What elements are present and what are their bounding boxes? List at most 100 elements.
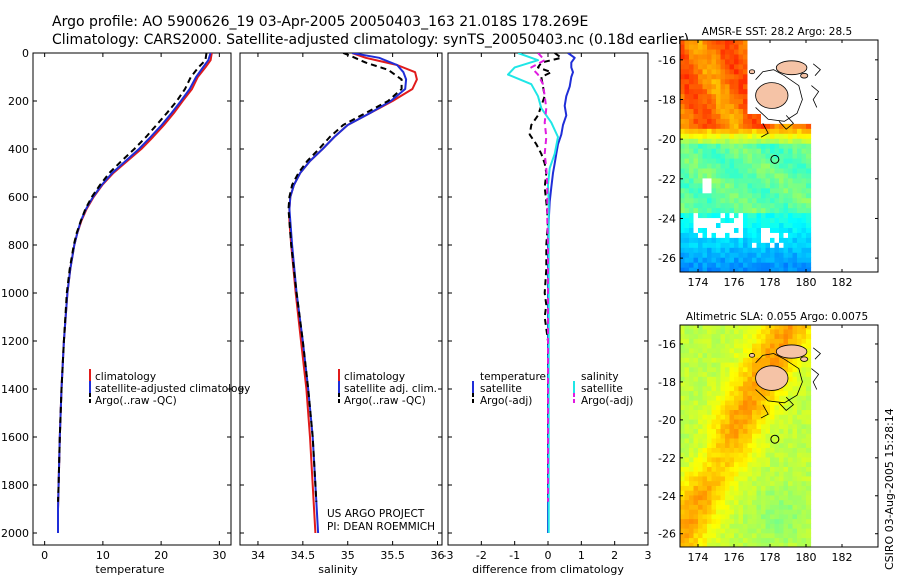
map-cell [752, 362, 758, 368]
map-cell [806, 88, 812, 95]
map-cell [689, 380, 695, 387]
map-cell [716, 207, 722, 214]
map-cell [693, 328, 699, 335]
map-cell [743, 494, 749, 501]
map-cell [693, 471, 699, 477]
map-cell [702, 167, 708, 174]
map-cell [734, 343, 740, 349]
map-cell [792, 485, 798, 491]
map-cell [770, 217, 776, 224]
map-cell [693, 48, 699, 55]
map-cell [743, 456, 749, 463]
map-cell [761, 423, 767, 430]
map-cell [707, 456, 713, 463]
lon-tick-label: 176 [724, 276, 745, 289]
map-cell [747, 423, 753, 430]
sst-map-float-marker [770, 154, 780, 164]
map-cell [797, 494, 803, 501]
map-cell [806, 227, 812, 233]
map-cell [788, 390, 794, 396]
map-cell [725, 485, 731, 491]
map-cell [761, 404, 767, 411]
map-cell [707, 187, 713, 194]
map-cell [801, 197, 807, 204]
map-cell [698, 53, 704, 60]
map-cell [756, 207, 762, 214]
map-cell [693, 347, 699, 354]
map-cell [693, 227, 699, 233]
map-cell [765, 513, 771, 520]
map-cell [747, 362, 753, 368]
map-cell [684, 53, 690, 60]
map-cell [689, 447, 695, 453]
map-cell [702, 338, 708, 344]
map-cell [747, 518, 753, 524]
map-cell [774, 108, 780, 114]
map-cell [801, 475, 807, 482]
map-cell [747, 48, 753, 55]
map-cell [770, 247, 776, 253]
map-cell [711, 217, 717, 224]
map-cell [702, 222, 708, 228]
map-cell [738, 509, 744, 515]
map-cell [801, 267, 807, 272]
map-cell [783, 542, 789, 547]
map-cell [797, 456, 803, 463]
map-cell [698, 404, 704, 411]
map-cell [725, 494, 731, 501]
map-cell [779, 212, 785, 219]
map-cell [702, 376, 708, 382]
map-cell [689, 212, 695, 219]
map-cell [761, 237, 767, 243]
map-cell [734, 452, 740, 458]
map-cell [689, 518, 695, 524]
map-cell [720, 123, 726, 129]
map-cell [729, 475, 735, 482]
map-cell [783, 390, 789, 396]
map-cell [684, 212, 690, 219]
map-cell [792, 456, 798, 463]
map-cell [725, 257, 731, 263]
map-cell [720, 187, 726, 194]
map-cell [752, 40, 758, 45]
map-cell [698, 357, 704, 363]
map-cell [792, 523, 798, 529]
map-cell [729, 48, 735, 55]
map-cell [797, 528, 803, 534]
map-cell [702, 399, 708, 406]
map-cell [725, 490, 731, 496]
map-cell [774, 461, 780, 467]
difference-tick-label: -1 [509, 549, 520, 562]
map-cell [752, 390, 758, 396]
map-cell [747, 227, 753, 233]
map-cell [702, 461, 708, 467]
map-cell [729, 325, 735, 330]
map-cell [761, 480, 767, 486]
map-cell [743, 143, 749, 149]
map-cell [761, 123, 767, 129]
map-cell [707, 78, 713, 85]
map-cell [716, 73, 722, 80]
map-cell [734, 133, 740, 139]
map-cell [756, 409, 762, 415]
map-cell [720, 73, 726, 80]
map-cell [689, 523, 695, 529]
map-cell [720, 461, 726, 467]
map-cell [747, 433, 753, 439]
map-cell [725, 362, 731, 368]
map-cell [801, 40, 807, 45]
map-cell [720, 509, 726, 515]
map-cell [698, 499, 704, 505]
map-cell [720, 212, 726, 219]
map-cell [716, 423, 722, 430]
map-cell [680, 162, 686, 169]
map-cell [702, 456, 708, 463]
map-cell [693, 456, 699, 463]
map-cell [707, 452, 713, 458]
map-cell [797, 157, 803, 164]
map-cell [720, 83, 726, 90]
map-cell [747, 83, 753, 90]
map-cell [734, 53, 740, 60]
map-cell [756, 499, 762, 505]
map-cell [702, 490, 708, 496]
